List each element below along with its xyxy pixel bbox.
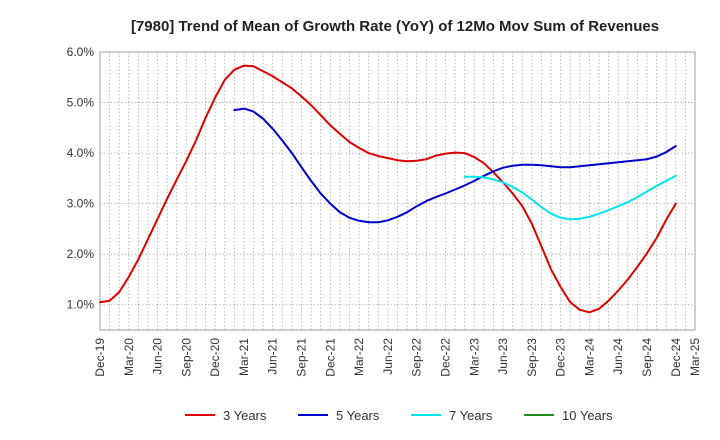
legend-label[interactable]: 7 Years (449, 408, 493, 423)
x-tick-label: Jun-21 (266, 338, 280, 375)
x-tick-label: Sep-23 (525, 338, 539, 377)
x-tick-label: Sep-20 (179, 338, 193, 377)
x-axis: Dec-19 Mar-20 Jun-20 Sep-20 Dec-20 Mar-21 Jun-… (93, 338, 702, 377)
x-tick-label: Dec-22 (438, 338, 452, 377)
y-tick-label: 4.0% (67, 146, 95, 160)
legend-label[interactable]: 3 Years (223, 408, 267, 423)
y-tick-label: 1.0% (67, 298, 95, 312)
y-axis: 1.0% 2.0% 3.0% 4.0% 5.0% 6.0% (67, 45, 95, 312)
x-tick-label: Dec-21 (323, 338, 337, 377)
x-tick-label: Mar-22 (352, 338, 366, 376)
series-line (463, 174, 677, 221)
x-tick-label: Sep-24 (640, 338, 654, 377)
x-tick-label: Mar-23 (467, 338, 481, 376)
x-tick-label: Sep-21 (295, 338, 309, 377)
x-tick-label: Dec-23 (554, 338, 568, 377)
x-tick-label: Dec-20 (208, 338, 222, 377)
x-tick-label: Sep-22 (410, 338, 424, 377)
x-tick-label: Mar-25 (688, 338, 702, 376)
x-tick-label: Dec-24 (669, 338, 683, 377)
chart-title: [7980] Trend of Mean of Growth Rate (YoY… (131, 18, 659, 35)
series-layer (99, 64, 677, 314)
plot-area (99, 51, 696, 331)
legend-label[interactable]: 10 Years (562, 408, 613, 423)
x-tick-label: Dec-19 (93, 338, 107, 377)
legend-label[interactable]: 5 Years (336, 408, 380, 423)
grid (99, 51, 696, 330)
y-tick-label: 5.0% (67, 96, 95, 110)
series-line (233, 107, 677, 224)
y-tick-label: 2.0% (67, 247, 95, 261)
x-tick-label: Jun-20 (151, 338, 165, 375)
x-tick-label: Jun-23 (496, 338, 510, 375)
y-tick-label: 3.0% (67, 197, 95, 211)
y-tick-label: 6.0% (67, 45, 95, 59)
x-tick-label: Mar-24 (582, 338, 596, 376)
x-tick-label: Jun-22 (381, 338, 395, 375)
x-tick-label: Mar-21 (237, 338, 251, 376)
x-tick-label: Jun-24 (611, 338, 625, 375)
legend[interactable]: 3 Years 5 Years 7 Years 10 Years (185, 408, 613, 423)
series-line (99, 64, 677, 314)
x-tick-label: Mar-20 (122, 338, 136, 376)
